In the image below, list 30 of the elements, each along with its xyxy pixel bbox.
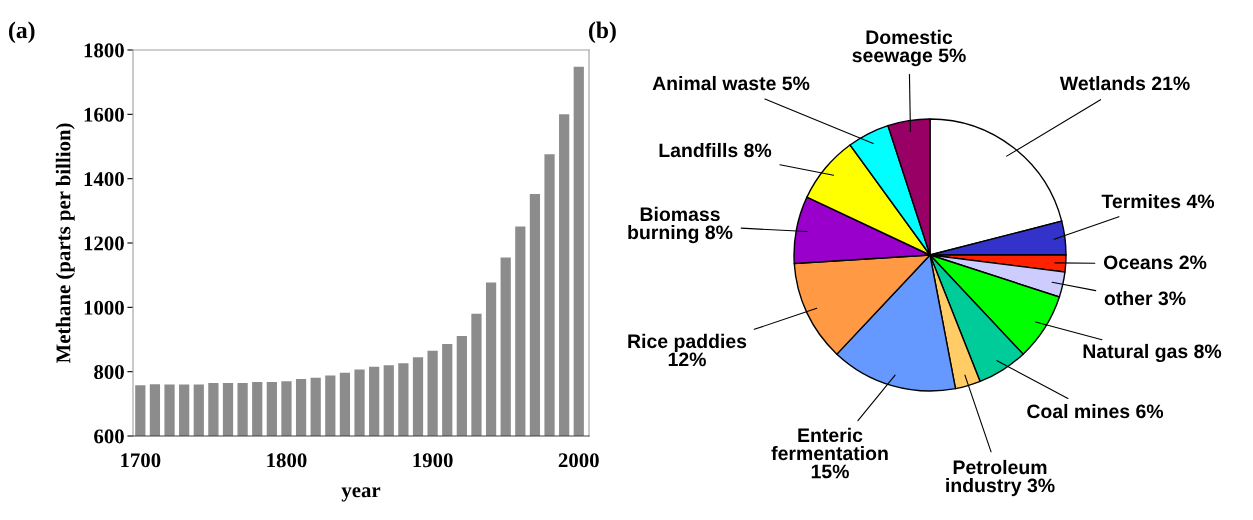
text: (a)	[9, 21, 35, 44]
x-tick-label: 1800	[267, 453, 307, 468]
slice-label: Oceans 2%	[1103, 255, 1207, 270]
y-tick-label: 1800	[84, 43, 124, 58]
y-tick-label: 1000	[84, 300, 124, 315]
data-label: 15%	[811, 464, 849, 479]
slice-label: Biomass burning 8%	[628, 206, 733, 244]
slice-label: Termites 4%	[1101, 193, 1215, 209]
y-tick-label: 800	[94, 365, 124, 380]
x-tick-label: 1900	[413, 453, 453, 468]
y-tick-label: 1400	[84, 172, 124, 187]
slice-label: Natural gas 8%	[1083, 343, 1222, 363]
slice-label: Rice paddies	[628, 333, 747, 352]
x-axis-title: year	[341, 487, 381, 502]
slice-label: Petroleum industry 3%	[946, 459, 1055, 497]
y-tick-label: 1200	[84, 236, 124, 251]
text: (b)	[589, 21, 616, 44]
y-axis-title: Methane (parts per billion)	[55, 123, 75, 364]
slice-label: Domestic seewage 5%	[852, 29, 966, 67]
data-label: 12%	[668, 352, 706, 367]
y-tick-label: 1600	[84, 107, 124, 122]
y-tick-label: 600	[94, 429, 124, 444]
slice-label: Coal mines 6%	[1027, 403, 1164, 419]
slice-label: Enteric fermentation	[771, 427, 888, 461]
slice-label: Animal waste 5%	[652, 75, 810, 91]
x-tick-label: 2000	[558, 453, 599, 468]
x-tick-label: 1700	[121, 453, 161, 468]
slice-label: other 3%	[1104, 290, 1186, 306]
slice-label: Wetlands 21%	[1059, 75, 1190, 91]
slice-label: Landfills 8%	[659, 142, 772, 158]
